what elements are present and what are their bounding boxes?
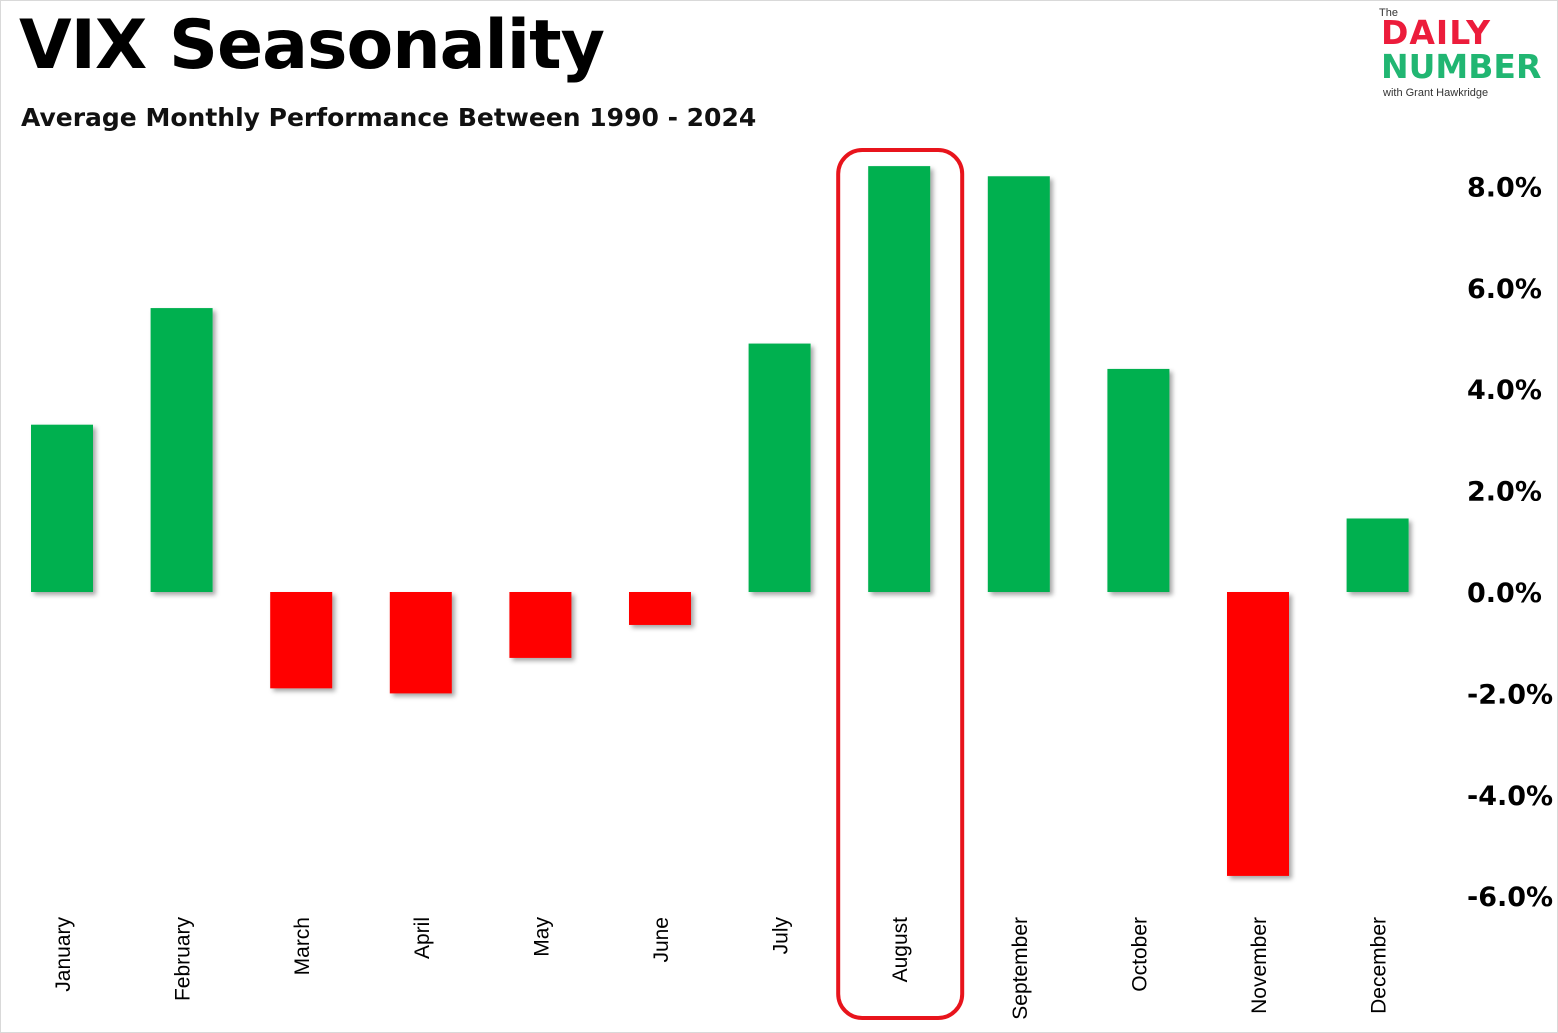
- x-tick-label-september: September: [1009, 917, 1032, 1020]
- y-tick-label: 6.0%: [1467, 274, 1542, 305]
- x-tick-label-january: January: [52, 917, 75, 992]
- x-tick-label-december: December: [1368, 917, 1391, 1014]
- bar-august: [868, 166, 931, 592]
- bar-september: [987, 176, 1050, 592]
- logo-tagline: with Grant Hawkridge: [1383, 87, 1489, 99]
- logo-the: The: [1379, 7, 1398, 19]
- bar-june: [629, 592, 691, 625]
- y-tick-label: 0.0%: [1467, 578, 1542, 609]
- august-highlight-box: [836, 148, 965, 1020]
- x-tick-label-may: May: [530, 917, 553, 957]
- chart-title: VIX Seasonality: [19, 6, 605, 85]
- bar-october: [1107, 368, 1170, 592]
- x-tick-label-march: March: [291, 917, 314, 975]
- x-tick-label-october: October: [1128, 917, 1151, 992]
- y-tick-label: -4.0%: [1467, 781, 1553, 812]
- x-tick-label-july: July: [770, 917, 793, 955]
- y-tick-label: 8.0%: [1467, 172, 1542, 203]
- chart-subtitle: Average Monthly Performance Between 1990…: [21, 103, 757, 132]
- bar-march: [270, 592, 333, 689]
- x-tick-label-november: November: [1248, 917, 1271, 1014]
- bar-may: [509, 592, 572, 658]
- y-tick-label: -2.0%: [1467, 679, 1553, 710]
- bar-february: [150, 308, 213, 592]
- y-tick-label: 4.0%: [1467, 375, 1542, 406]
- logo-number: NUMBER: [1381, 47, 1542, 86]
- daily-number-logo: The DAILY NUMBER with Grant Hawkridge: [1379, 7, 1557, 103]
- bar-july: [748, 343, 811, 592]
- bar-november: [1227, 592, 1289, 876]
- bar-december: [1346, 518, 1409, 592]
- x-tick-label-april: April: [411, 917, 434, 959]
- x-tick-label-august: August: [889, 917, 912, 983]
- logo-daily: DAILY: [1381, 13, 1491, 52]
- y-tick-label: -6.0%: [1467, 882, 1553, 913]
- x-tick-label-june: June: [650, 917, 673, 963]
- bar-april: [389, 592, 452, 694]
- bar-january: [31, 424, 93, 592]
- x-tick-label-february: February: [172, 917, 195, 1002]
- y-tick-label: 2.0%: [1467, 477, 1542, 508]
